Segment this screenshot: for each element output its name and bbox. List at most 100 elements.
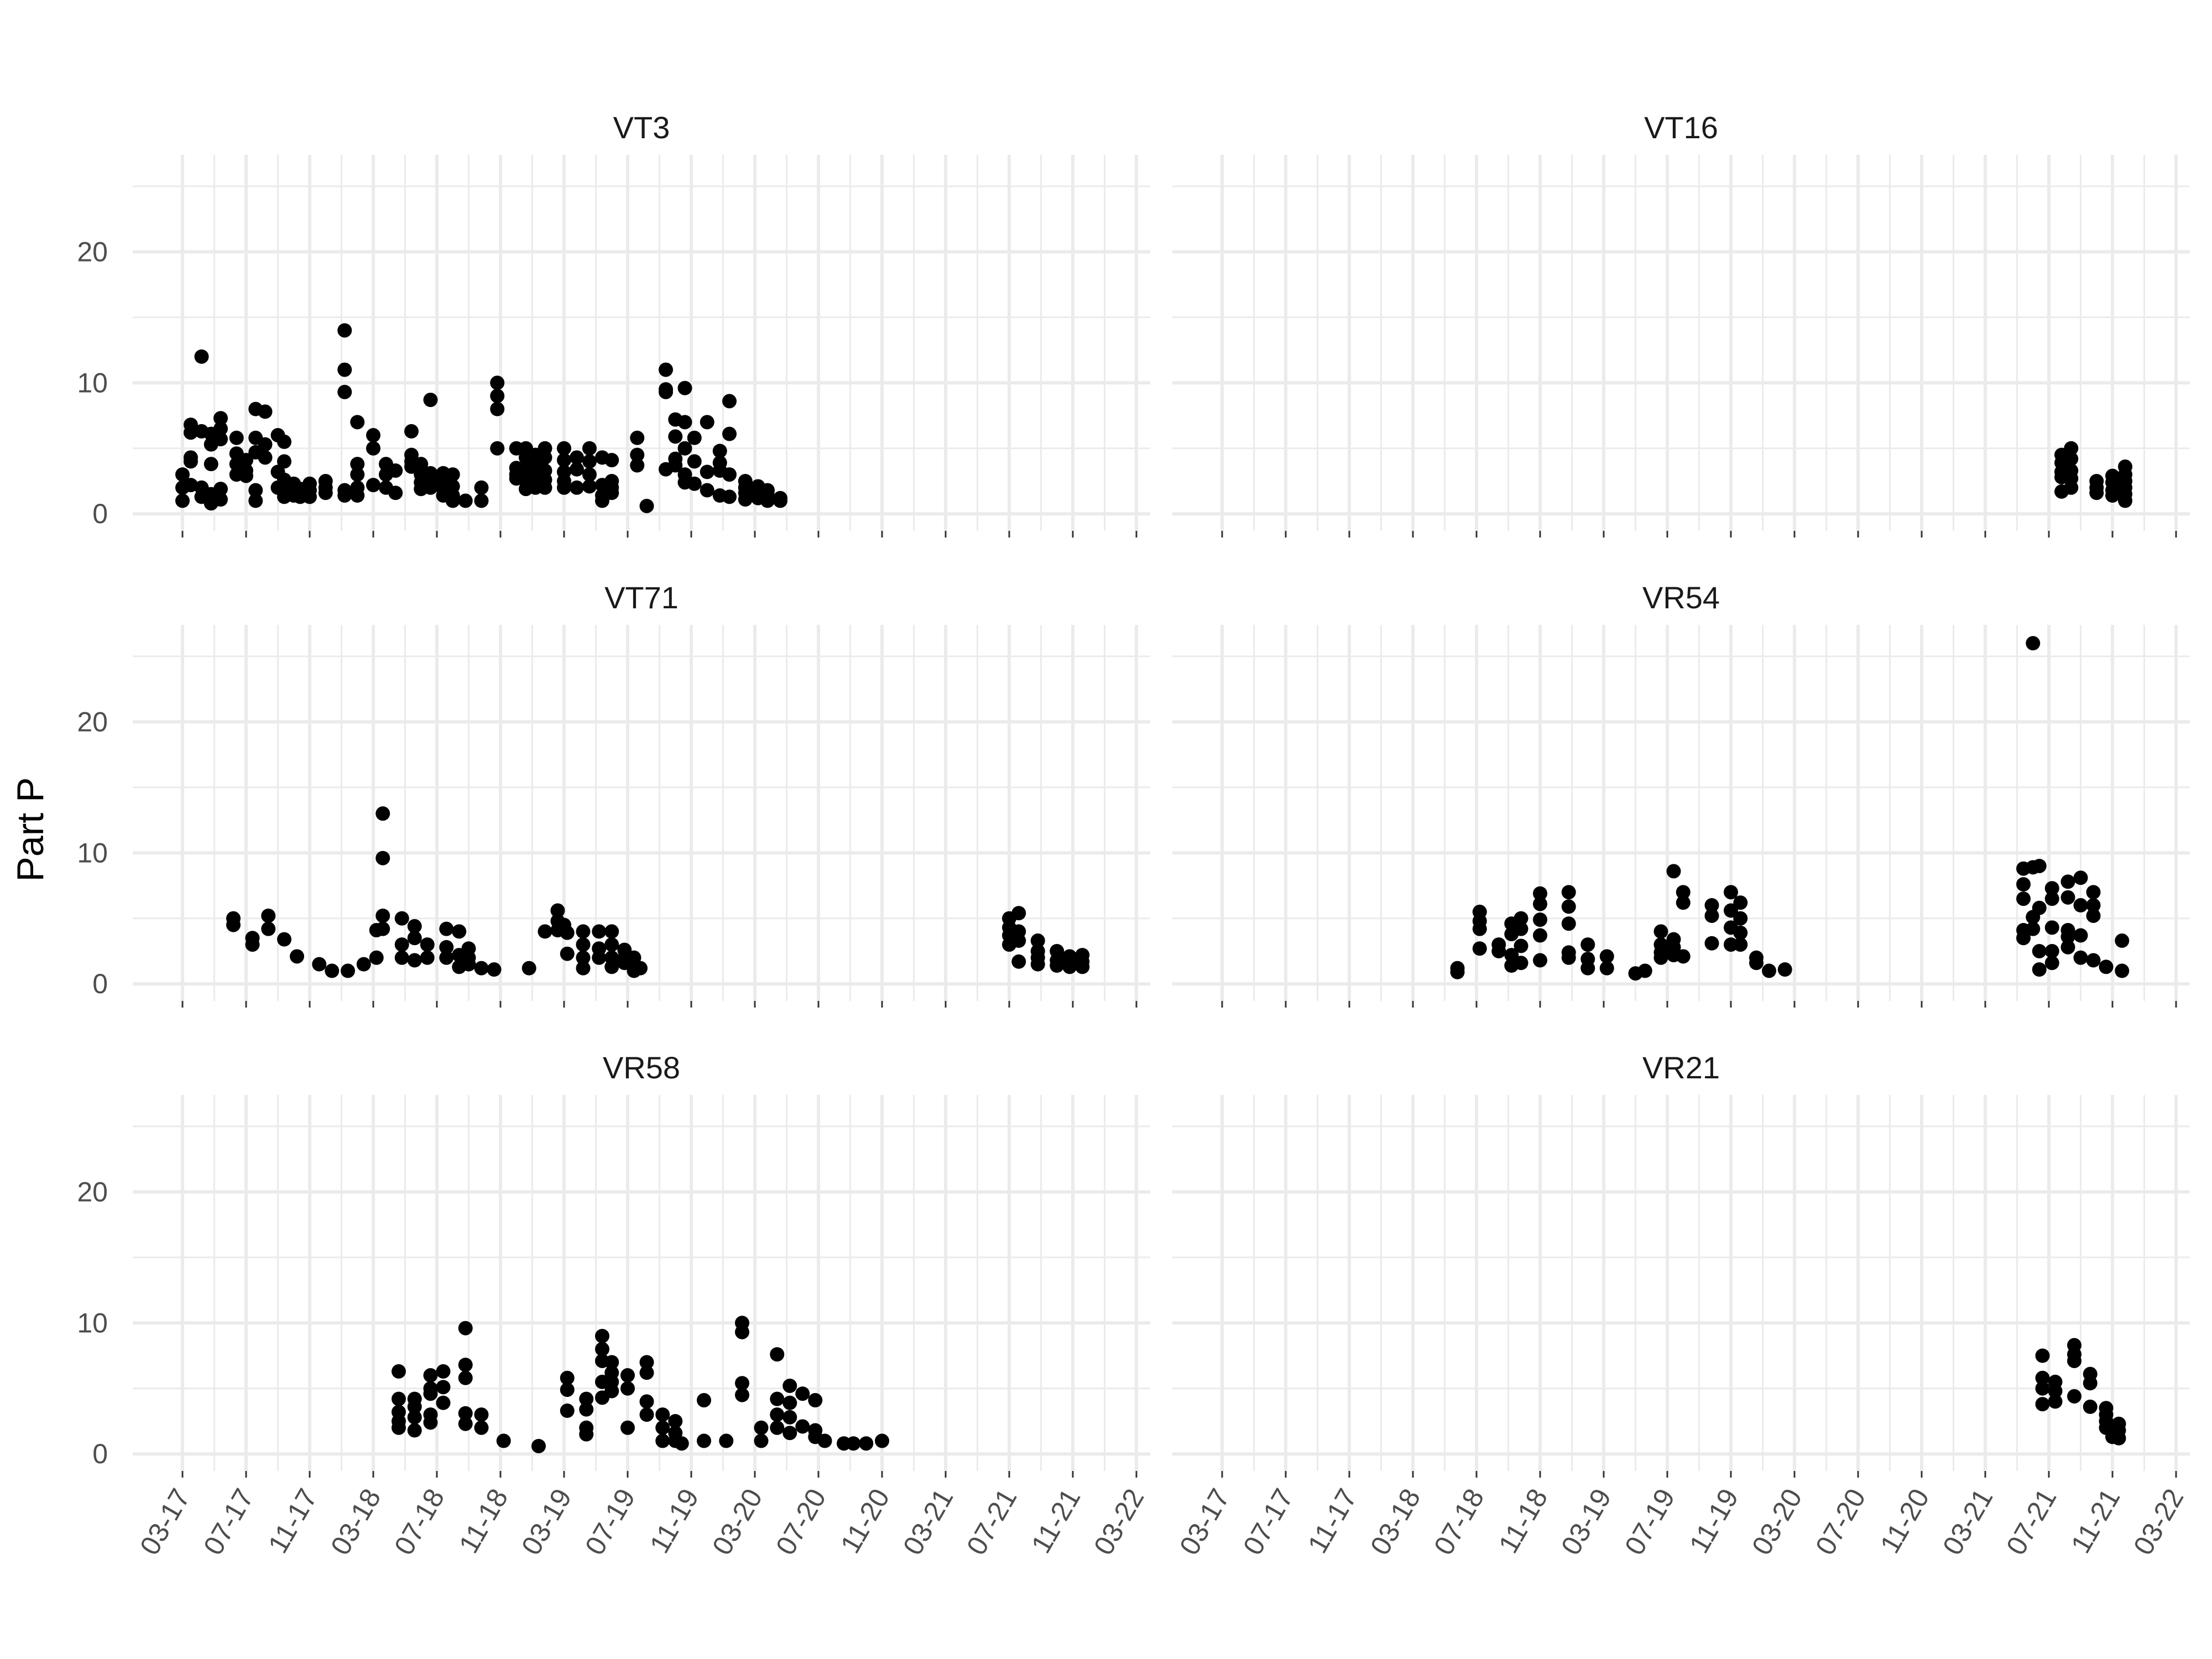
data-point — [2060, 890, 2075, 905]
data-point — [1749, 956, 1764, 971]
data-point — [604, 1384, 619, 1399]
data-point — [213, 432, 228, 447]
data-point — [2111, 1431, 2126, 1446]
data-point — [337, 362, 352, 377]
facet-title: VR58 — [603, 1050, 680, 1085]
data-point — [2073, 950, 2088, 965]
data-point — [420, 950, 435, 965]
data-point — [560, 1404, 575, 1418]
data-point — [604, 937, 619, 952]
data-point — [773, 493, 787, 508]
data-point — [474, 1420, 489, 1435]
data-point — [1724, 885, 1738, 900]
data-point — [258, 450, 273, 465]
data-point — [595, 1342, 609, 1357]
data-point — [620, 1420, 635, 1435]
y-axis-title: Part P — [9, 778, 51, 882]
data-point — [521, 961, 536, 975]
data-point — [436, 1395, 451, 1410]
data-point — [461, 957, 476, 972]
data-point — [420, 937, 435, 952]
data-point — [2086, 898, 2101, 913]
data-point — [738, 492, 753, 507]
facet-title: VT16 — [1644, 110, 1718, 145]
data-point — [1653, 950, 1668, 965]
data-point — [261, 908, 276, 923]
data-point — [2035, 1370, 2050, 1385]
points-vr58 — [392, 1316, 889, 1453]
data-point — [630, 458, 645, 473]
data-point — [557, 453, 571, 468]
data-point — [394, 937, 409, 952]
data-point — [2067, 1353, 2081, 1368]
facet-vt3: VT3 0 10 20 — [77, 110, 1150, 538]
y-tick-label: 20 — [77, 1176, 108, 1207]
data-point — [407, 1410, 422, 1425]
data-point — [366, 428, 380, 443]
data-point — [639, 1355, 654, 1370]
data-point — [350, 488, 365, 503]
data-point — [754, 1433, 769, 1448]
data-point — [277, 434, 291, 449]
data-point — [719, 1433, 734, 1448]
data-point — [213, 492, 228, 507]
data-point — [630, 430, 645, 445]
data-point — [337, 488, 352, 503]
data-point — [538, 450, 552, 465]
data-point — [722, 394, 737, 409]
data-point — [302, 489, 317, 504]
data-point — [375, 851, 390, 865]
data-point — [414, 457, 429, 472]
data-point — [423, 393, 438, 408]
data-point — [350, 457, 365, 472]
data-point — [1533, 928, 1547, 943]
data-point — [204, 457, 218, 472]
data-point — [782, 1426, 797, 1441]
data-point — [1704, 908, 1719, 923]
data-point — [407, 953, 422, 968]
data-point — [620, 1381, 635, 1396]
data-point — [258, 437, 273, 452]
data-point — [183, 478, 198, 493]
data-point — [2073, 898, 2088, 913]
data-point — [436, 1380, 451, 1395]
data-point — [458, 1370, 473, 1385]
data-point — [655, 1420, 670, 1435]
data-point — [1762, 963, 1776, 978]
data-point — [1504, 948, 1519, 963]
data-point — [770, 1420, 785, 1435]
points-vt71 — [226, 806, 1090, 978]
data-point — [604, 924, 619, 939]
data-point — [248, 493, 263, 508]
data-point — [655, 1407, 670, 1422]
data-point — [2060, 874, 2075, 889]
data-point — [697, 1393, 711, 1408]
data-point — [2064, 480, 2079, 495]
data-point — [2099, 959, 2114, 974]
data-point — [1472, 941, 1487, 956]
data-point — [436, 1364, 451, 1379]
facet-vt16: VT16 — [1172, 110, 2190, 538]
data-point — [394, 911, 409, 926]
data-point — [677, 441, 692, 456]
data-point — [439, 921, 454, 936]
data-point — [2083, 1399, 2098, 1414]
data-point — [722, 467, 737, 482]
data-point — [630, 447, 645, 462]
data-point — [375, 921, 390, 936]
data-point — [668, 458, 683, 473]
data-point — [1533, 953, 1547, 968]
data-point — [350, 467, 365, 482]
data-point — [570, 480, 584, 495]
data-point — [1704, 936, 1719, 951]
data-point — [1724, 903, 1738, 918]
data-point — [1676, 949, 1691, 964]
data-point — [2115, 933, 2130, 948]
data-point — [423, 1415, 438, 1430]
data-point — [404, 424, 419, 439]
y-tick-label: 10 — [77, 1307, 108, 1338]
data-point — [392, 1364, 406, 1379]
data-point — [582, 441, 597, 456]
data-point — [366, 441, 380, 456]
